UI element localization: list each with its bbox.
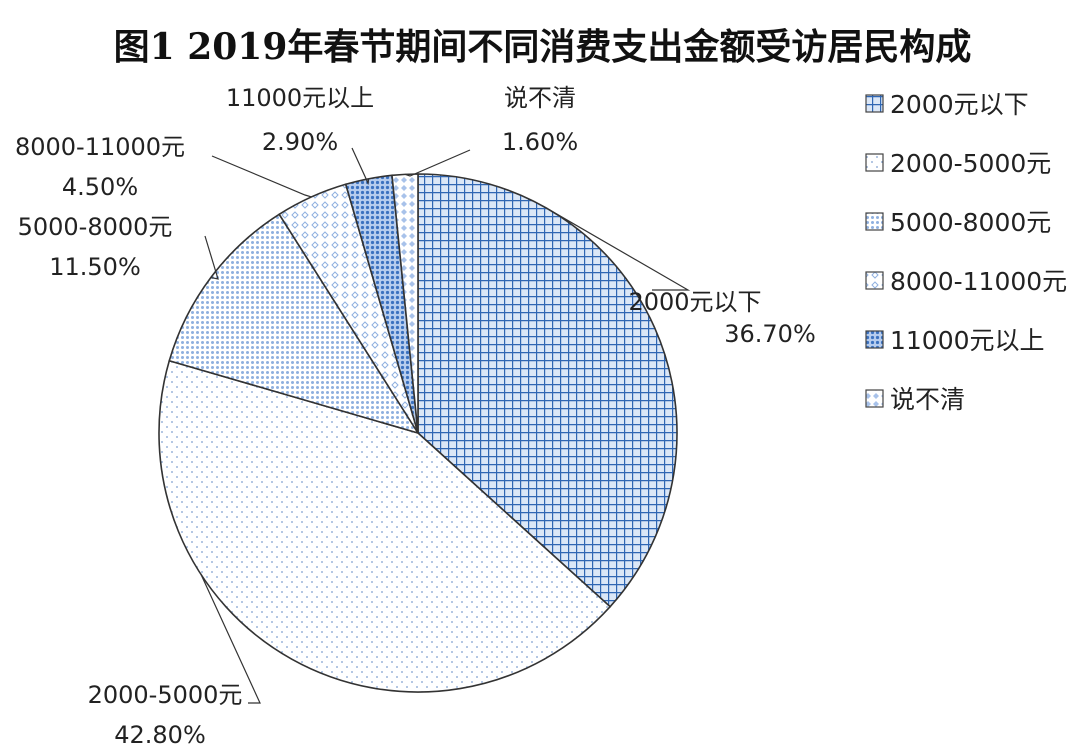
legend-label: 2000-5000元 (890, 149, 1051, 178)
legend-swatch (865, 153, 884, 172)
leader-line (548, 209, 691, 291)
legend-swatch (865, 389, 884, 408)
pie-slice (158, 359, 612, 693)
pie-slice (168, 213, 420, 435)
leader-line (200, 574, 261, 704)
legend-swatch (865, 94, 884, 113)
legend-label: 说不清 (890, 385, 965, 414)
leader-line (404, 149, 471, 177)
leader-line (351, 147, 370, 186)
slice-value-label: 42.80% (114, 721, 206, 749)
slice-value-label: 4.50% (62, 173, 138, 201)
slice-value-label: 11.50% (49, 253, 141, 281)
slice-name-label: 8000-11000元 (15, 133, 185, 161)
slice-name-label: 2000-5000元 (88, 681, 243, 709)
slice-value-label: 1.60% (502, 128, 578, 156)
leader-line (204, 235, 219, 280)
legend-label: 8000-11000元 (890, 267, 1067, 296)
pie-slice (417, 173, 678, 608)
slice-value-label: 36.70% (724, 320, 816, 348)
legend-label: 11000元以上 (890, 326, 1045, 355)
chart-title: 图1 2019年春节期间不同消费支出金额受访居民构成 (113, 26, 972, 68)
slice-value-label: 2.90% (262, 128, 338, 156)
legend-swatch (865, 212, 884, 231)
slice-name-label: 5000-8000元 (18, 213, 173, 241)
slice-name-label: 2000元以下 (628, 288, 761, 316)
legend-swatch (865, 271, 884, 290)
legend-label: 5000-8000元 (890, 208, 1051, 237)
legend-label: 2000元以下 (890, 90, 1029, 119)
legend-swatch (865, 330, 884, 349)
slice-name-label: 说不清 (504, 84, 576, 112)
slice-name-label: 11000元以上 (226, 84, 374, 112)
leader-line (211, 155, 312, 198)
